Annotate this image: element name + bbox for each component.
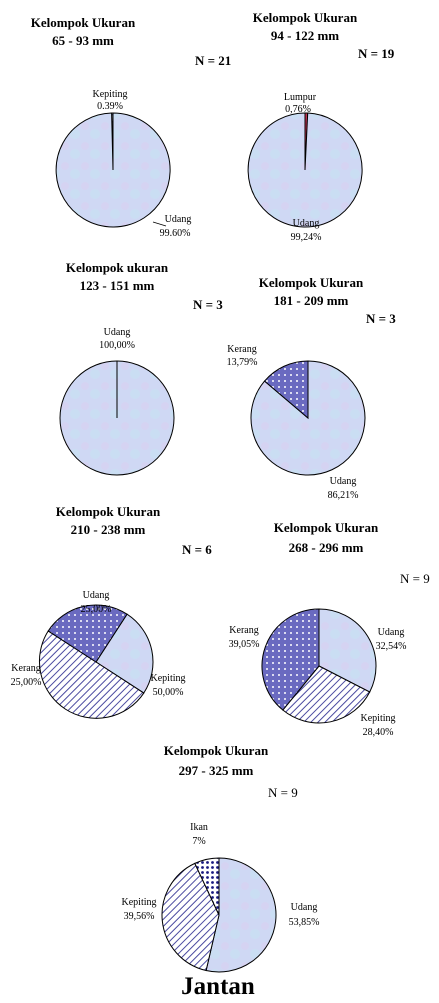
chart-6-slices [261, 608, 377, 724]
chart-6-title-line-1: Kelompok Ukuran [274, 520, 379, 535]
chart-5-slices [38, 604, 154, 719]
pie-slice-kepiting [161, 862, 220, 972]
chart-1-title-line-2: 65 - 93 mm [52, 33, 114, 48]
chart-7-label-ikan: Ikan [190, 822, 208, 833]
chart-3-slices [59, 360, 175, 476]
chart-7-label-kepiting: Kepiting [122, 897, 157, 908]
chart-6-value-kerang: 39,05% [229, 639, 260, 650]
chart-1-label-kepiting: Kepiting [93, 89, 128, 100]
chart-7-title-line-1: Kelompok Ukuran [164, 743, 269, 758]
pie-chart-5: Kelompok Ukuran 210 - 238 mm N = 6 Udang… [11, 504, 212, 719]
chart-3-title-line-2: 123 - 151 mm [80, 278, 155, 293]
chart-4-n-label: N = 3 [366, 311, 396, 326]
chart-1-leader-udang [152, 221, 167, 227]
pie-chart-1: Kelompok Ukuran 65 - 93 mm N = 21 Kepiti… [31, 15, 231, 239]
chart-1-value-udang: 99.60% [160, 228, 191, 239]
pie-slice-kepiting [282, 665, 371, 724]
pie-chart-2: Kelompok Ukuran 94 - 122 mm N = 19 Lumpu… [247, 10, 395, 243]
chart-1-value-kepiting: 0.39% [97, 101, 123, 112]
pie-slice-kerang [261, 608, 320, 711]
chart-7-n-label: N = 9 [268, 785, 298, 800]
pie-slice-ikan [194, 857, 220, 916]
chart-2-title-line-2: 94 - 122 mm [271, 28, 339, 43]
pie-slice-udang [95, 613, 154, 694]
footer-title: Jantan [181, 973, 255, 1000]
pie-slice-kerang [263, 360, 309, 420]
chart-3-label-udang: Udang [104, 327, 131, 338]
pie-slice-kerang [47, 604, 128, 663]
chart-5-label-kepiting: Kepiting [151, 673, 186, 684]
pie-chart-3: Kelompok ukuran 123 - 151 mm N = 3 Udang… [59, 260, 223, 476]
chart-7-title-line-2: 297 - 325 mm [179, 763, 254, 778]
pie-chart-7: Kelompok Ukuran 297 - 325 mm N = 9 Ikan … [122, 743, 320, 973]
chart-5-n-label: N = 6 [182, 542, 212, 557]
pie-slice-kepiting [38, 630, 145, 719]
chart-5-value-kepiting: 50,00% [153, 687, 184, 698]
chart-5-title-line-1: Kelompok Ukuran [56, 504, 161, 519]
chart-4-slices [250, 360, 366, 476]
chart-5-value-udang: 25,00% [81, 604, 112, 615]
chart-4-title-line-1: Kelompok Ukuran [259, 275, 364, 290]
chart-1-title-line-1: Kelompok Ukuran [31, 15, 136, 30]
chart-5-value-kerang: 25,00% [11, 677, 42, 688]
chart-2-n-label: N = 19 [358, 46, 395, 61]
chart-3-value-udang: 100,00% [99, 340, 135, 351]
chart-5-title-line-2: 210 - 238 mm [71, 522, 146, 537]
chart-4-label-kerang: Kerang [227, 344, 256, 355]
chart-6-value-udang: 32,54% [376, 641, 407, 652]
chart-3-n-label: N = 3 [193, 297, 223, 312]
chart-4-title-line-2: 181 - 209 mm [274, 293, 349, 308]
chart-2-title-line-1: Kelompok Ukuran [253, 10, 358, 25]
pie-slice-udang [205, 857, 277, 973]
chart-4-value-udang: 86,21% [328, 490, 359, 501]
chart-6-label-kepiting: Kepiting [361, 713, 396, 724]
chart-6-title-line-2: 268 - 296 mm [289, 540, 364, 555]
chart-2-value-udang: 99,24% [291, 232, 322, 243]
chart-6-value-kepiting: 28,40% [363, 727, 394, 738]
chart-1-label-udang: Udang [165, 214, 192, 225]
chart-4-label-udang: Udang [330, 476, 357, 487]
chart-7-value-udang: 53,85% [289, 917, 320, 928]
chart-1-slices [55, 112, 171, 228]
chart-5-label-udang: Udang [83, 590, 110, 601]
pie-slice-udang [247, 112, 363, 228]
chart-2-label-lumpur: Lumpur [284, 92, 317, 103]
chart-3-title-line-1: Kelompok ukuran [66, 260, 169, 275]
pie-chart-6: Kelompok Ukuran 268 - 296 mm N = 9 Keran… [229, 520, 430, 738]
chart-4-value-kerang: 13,79% [227, 357, 258, 368]
chart-7-slices [161, 857, 277, 973]
pie-slice-udang [318, 608, 377, 693]
pie-slice-udang [55, 112, 171, 228]
chart-6-label-udang: Udang [378, 627, 405, 638]
chart-6-n-label: N = 9 [400, 571, 430, 586]
chart-7-value-ikan: 7% [192, 836, 205, 847]
chart-6-label-kerang: Kerang [229, 625, 258, 636]
chart-1-n-label: N = 21 [195, 53, 231, 68]
chart-2-value-lumpur: 0,76% [285, 104, 311, 115]
chart-2-label-udang: Udang [293, 218, 320, 229]
chart-5-label-kerang: Kerang [11, 663, 40, 674]
chart-7-value-kepiting: 39,56% [124, 911, 155, 922]
chart-7-label-udang: Udang [291, 902, 318, 913]
chart-2-slices [247, 112, 363, 228]
pie-chart-4: Kelompok Ukuran 181 - 209 mm N = 3 Keran… [227, 275, 397, 501]
